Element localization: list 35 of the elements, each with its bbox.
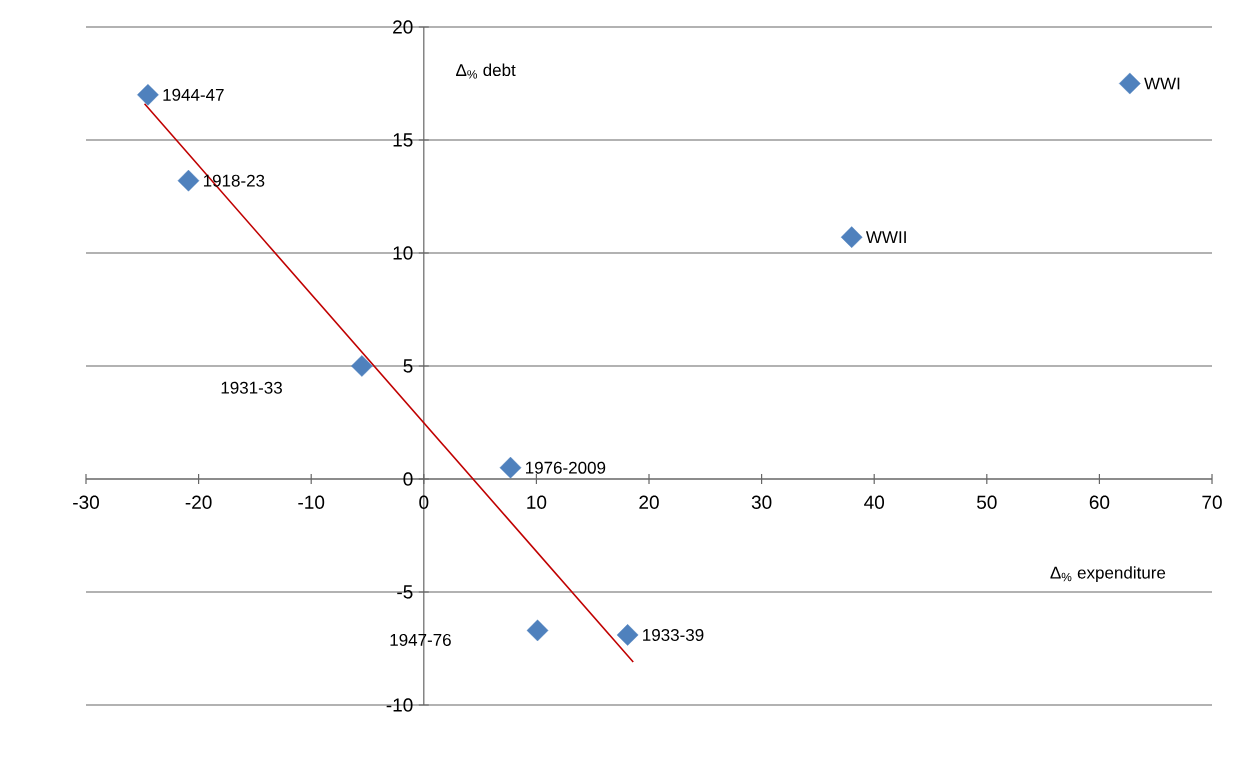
y-tick-label: 0 [403,472,413,486]
annotation: 1976-2009 [526,461,606,474]
annotation: WWII [865,231,906,244]
x-tick-label: -20 [185,495,212,509]
annotation: WWI [1144,77,1180,90]
x-tick-label: 30 [751,495,772,509]
point [526,619,549,642]
annotation: 1947-76 [390,633,451,646]
y-tick-label: 15 [393,133,413,147]
x-tick-label: 0 [419,495,429,509]
point [616,624,639,646]
point [1119,72,1141,95]
x-tick-label: -30 [73,495,99,509]
x-tick-label: 60 [1089,495,1110,509]
x-tick-label: 20 [639,495,659,509]
annotation: 1944-47 [163,88,224,101]
x-tick-label: 10 [527,495,547,509]
point [137,83,159,106]
y-tick-label: -10 [386,698,413,712]
x-tick-label: -10 [298,495,325,509]
x-axis-title: Δ$_{%}$ expenditure [1050,566,1166,583]
annotation: 1933-39 [643,628,704,641]
y-axis-title: Δ$_{%}$ debt [456,63,516,79]
point [351,355,373,377]
x-tick-label: 70 [1202,495,1222,509]
y-tick-label: -5 [397,585,413,599]
annotation: 1931-33 [221,381,282,394]
y-tick-label: 5 [403,359,413,373]
x-tick-label: 50 [977,495,997,509]
y-tick-label: 20 [393,20,413,34]
point [499,456,522,479]
y-tick-label: 10 [393,246,413,260]
point [840,226,863,248]
x-tick-label: 40 [864,495,885,509]
point [177,169,200,192]
